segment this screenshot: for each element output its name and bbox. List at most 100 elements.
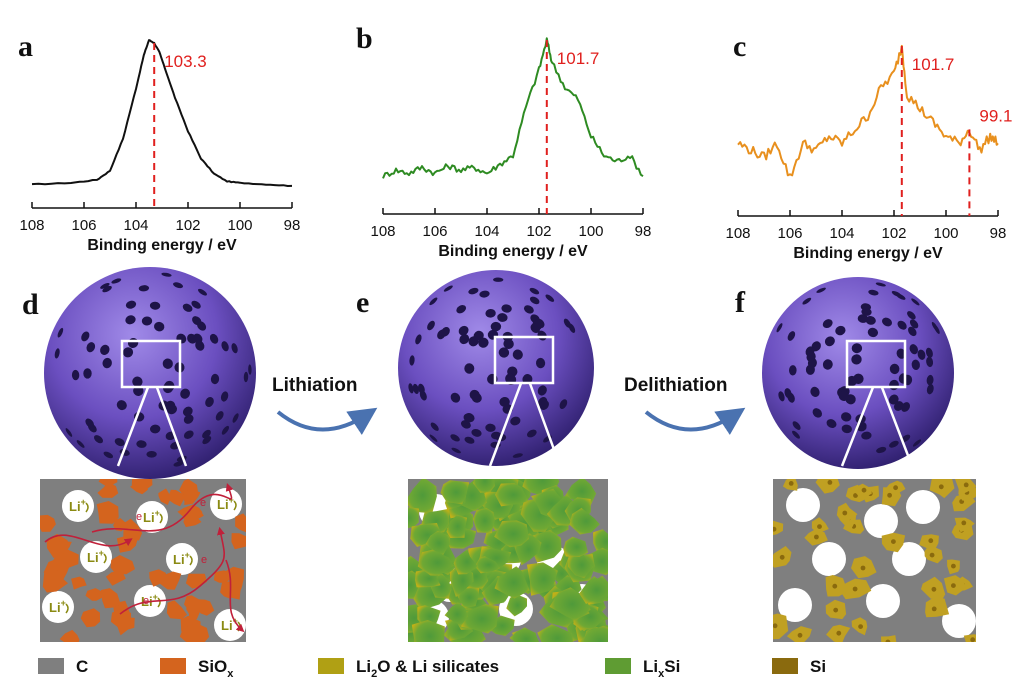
x-axis-label: Binding energy / eV <box>438 243 588 260</box>
lixsi-particle <box>580 625 608 642</box>
series-line <box>382 37 644 179</box>
legend-label: Li2O & Li silicates <box>356 657 499 680</box>
pore <box>812 408 823 418</box>
x-tick-label: 100 <box>578 223 603 240</box>
si-core <box>858 624 863 629</box>
si-core <box>852 586 858 592</box>
pore <box>911 298 920 306</box>
pore <box>243 371 249 383</box>
pore <box>897 320 907 330</box>
pore-void <box>864 504 898 538</box>
pore <box>440 326 450 337</box>
pore <box>485 308 496 318</box>
pore <box>429 434 438 442</box>
pore <box>180 388 191 399</box>
pore <box>408 383 414 394</box>
x-tick-label: 100 <box>227 217 252 234</box>
pore <box>931 321 938 332</box>
lixsi-particle <box>411 620 445 642</box>
porous-sphere-f <box>762 277 954 469</box>
li-ion-arrow <box>65 603 69 614</box>
siox-particle <box>231 533 246 550</box>
pore <box>412 383 419 394</box>
pore <box>205 396 214 408</box>
pore <box>926 384 934 395</box>
zoom-line <box>528 382 562 467</box>
lixsi-particle <box>563 536 588 557</box>
pore <box>248 364 252 375</box>
lixsi-particle <box>472 508 495 534</box>
legend-label: LixSi <box>643 657 680 680</box>
pore <box>776 323 783 333</box>
siox-particle <box>85 588 104 601</box>
lixsi-particle <box>440 480 470 505</box>
si-core <box>773 526 777 532</box>
panel-label-e: e <box>356 286 369 319</box>
pore <box>136 440 147 448</box>
pore <box>478 337 489 348</box>
pore-void <box>906 490 940 524</box>
siox-particle <box>110 555 135 575</box>
legend-label: C <box>76 657 88 676</box>
zoom-box <box>493 335 555 385</box>
li-ion-arrow <box>157 597 161 608</box>
si-core <box>827 480 833 485</box>
lixsi-particle <box>530 529 562 563</box>
pore <box>851 343 863 354</box>
x-tick-label: 106 <box>422 223 447 240</box>
pore <box>851 354 862 365</box>
pore <box>861 431 872 440</box>
pore <box>867 327 879 338</box>
pore <box>822 359 833 370</box>
si-core <box>860 565 866 571</box>
pore <box>464 436 475 444</box>
pore <box>100 282 110 289</box>
pore <box>102 285 112 293</box>
series-line <box>737 44 999 177</box>
x-tick-label: 102 <box>881 225 906 242</box>
pore <box>792 430 800 439</box>
li-ion-arrow <box>159 513 163 524</box>
pore <box>912 439 922 447</box>
pore <box>456 305 467 314</box>
pore <box>132 376 143 387</box>
legend-label: Si <box>810 657 826 676</box>
lixsi-particle <box>506 594 527 617</box>
pore <box>545 294 555 302</box>
pore <box>122 347 134 358</box>
pore <box>220 391 229 402</box>
lixsi-particle <box>408 507 419 528</box>
pore <box>529 296 540 305</box>
si-core <box>836 630 842 636</box>
pore <box>464 363 475 374</box>
si-particle <box>881 635 897 642</box>
siox-particle <box>98 479 118 488</box>
pore <box>896 293 906 300</box>
pore <box>861 307 872 316</box>
siox-particle <box>105 570 126 586</box>
lixsi-particle <box>537 624 573 642</box>
si-core <box>928 538 934 544</box>
legend-swatch <box>605 658 631 674</box>
x-tick-label: 98 <box>635 223 652 240</box>
x-tick-label: 104 <box>123 217 148 234</box>
pore <box>896 348 906 359</box>
pore <box>427 320 435 331</box>
pore <box>493 277 504 282</box>
pore <box>535 357 546 369</box>
pore-void <box>136 501 168 533</box>
si-core <box>931 586 937 592</box>
pore-void <box>812 542 846 576</box>
lixsi-particle <box>453 549 478 575</box>
electron-label: e <box>201 554 207 566</box>
pore <box>926 374 934 386</box>
pore <box>65 428 73 437</box>
siox-particle <box>166 600 187 620</box>
delithiation-arrow <box>644 407 746 435</box>
pore <box>559 399 568 409</box>
pore <box>822 319 833 329</box>
siox-particle <box>40 514 56 532</box>
pore <box>197 288 208 296</box>
porous-sphere-e <box>398 270 594 467</box>
x-tick-label: 102 <box>526 223 551 240</box>
